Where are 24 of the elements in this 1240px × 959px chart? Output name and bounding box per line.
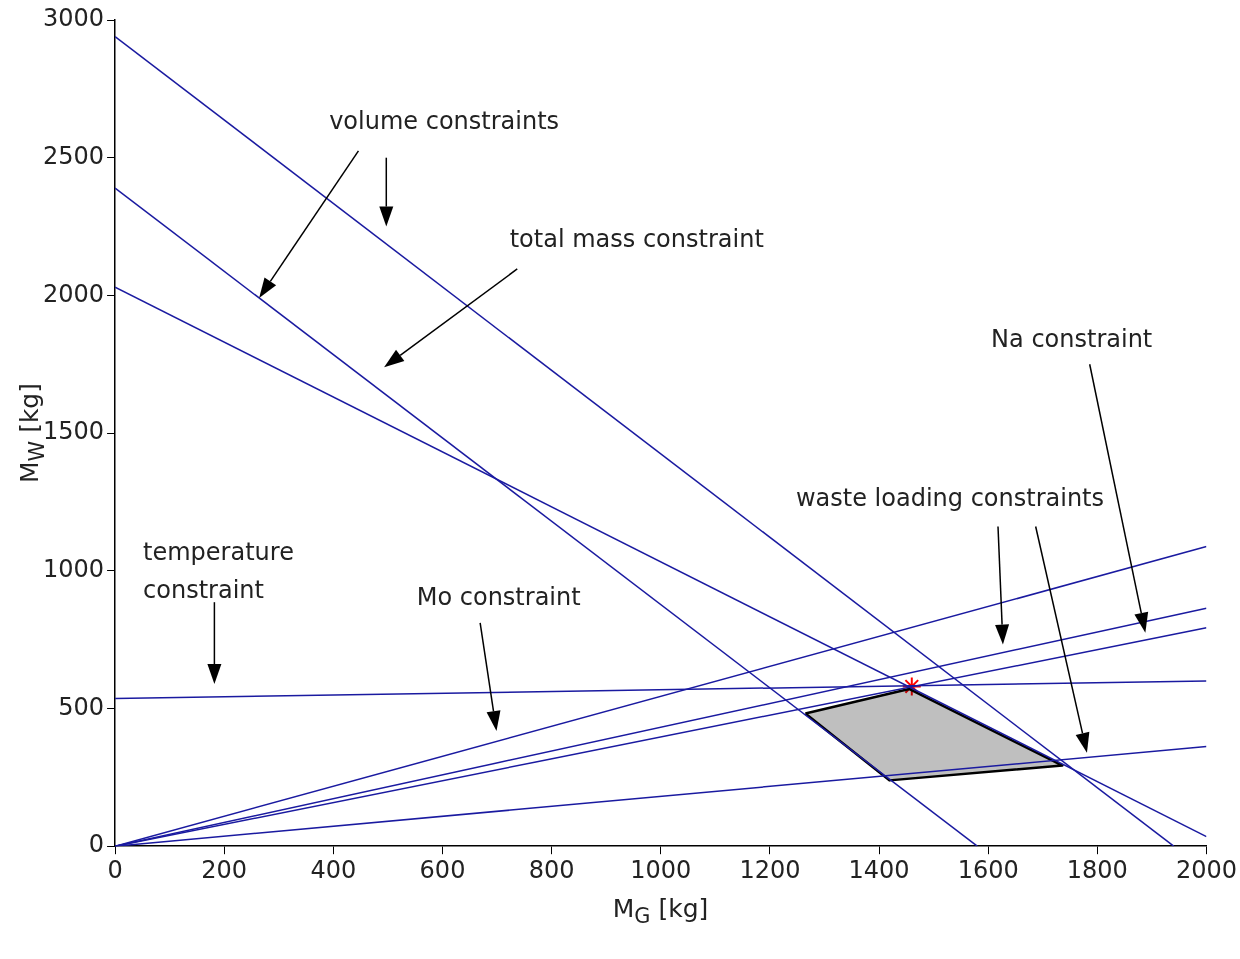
- annotation: Mo constraint: [416, 582, 581, 614]
- annotation: Na constraint: [991, 323, 1153, 355]
- x-tick-label: 1000: [630, 855, 692, 884]
- y-tick-label: 2000: [43, 279, 105, 308]
- y-tick-label: 2500: [43, 141, 105, 170]
- y-tick-label: 0: [88, 830, 105, 859]
- annotation: waste loading constraints: [795, 483, 1105, 515]
- annotation: total mass constraint: [509, 224, 764, 256]
- x-tick-label: 400: [310, 855, 357, 884]
- annotation: temperature constraint: [143, 536, 295, 606]
- x-tick-label: 0: [107, 855, 123, 884]
- x-axis-title: M$_{G}$ [kg]: [612, 894, 709, 929]
- x-tick-label: 800: [528, 855, 575, 884]
- x-tick-label: 1800: [1066, 855, 1128, 884]
- y-tick-label: 500: [58, 692, 105, 721]
- y-tick-label: 1000: [43, 555, 105, 584]
- annotation: volume constraints: [329, 106, 560, 138]
- x-tick-label: 200: [201, 855, 248, 884]
- x-tick-label: 1200: [739, 855, 801, 884]
- x-tick-label: 1400: [848, 855, 910, 884]
- y-tick-label: 3000: [43, 4, 105, 33]
- x-tick-label: 1600: [957, 855, 1019, 884]
- x-tick-label: 600: [419, 855, 466, 884]
- x-tick-label: 2000: [1175, 855, 1237, 884]
